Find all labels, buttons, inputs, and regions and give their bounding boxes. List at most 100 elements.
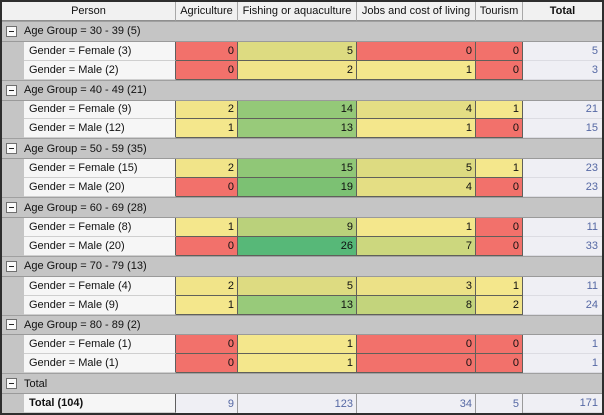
heat-cell[interactable]: 7 xyxy=(357,236,476,256)
heat-cell[interactable]: 0 xyxy=(176,41,238,61)
minus-icon xyxy=(9,207,14,209)
minus-icon xyxy=(9,30,14,32)
heat-cell[interactable]: 0 xyxy=(476,178,523,198)
heat-cell[interactable]: 1 xyxy=(238,335,357,355)
heat-cell[interactable]: 13 xyxy=(238,295,357,315)
grand-total-cell: 34 xyxy=(357,394,476,414)
heat-cell[interactable]: 4 xyxy=(357,100,476,120)
heat-cell[interactable]: 5 xyxy=(357,159,476,179)
heat-cell[interactable]: 1 xyxy=(476,276,523,296)
heat-cell[interactable]: 26 xyxy=(238,236,357,256)
grand-total-cell: 9 xyxy=(176,394,238,414)
row-label[interactable]: Gender = Male (1) xyxy=(24,354,176,374)
row-indent xyxy=(2,41,24,61)
row-label[interactable]: Gender = Female (8) xyxy=(24,217,176,237)
heat-cell[interactable]: 1 xyxy=(357,119,476,139)
heat-cell[interactable]: 0 xyxy=(176,335,238,355)
group-label: Age Group = 70 - 79 (13) xyxy=(24,260,147,273)
table-row: Gender = Male (12) 1 13 1 0 15 xyxy=(2,119,602,139)
heat-cell[interactable]: 15 xyxy=(238,159,357,179)
row-label[interactable]: Gender = Male (2) xyxy=(24,60,176,80)
minus-icon xyxy=(9,324,14,326)
heat-cell[interactable]: 2 xyxy=(238,60,357,80)
row-indent xyxy=(2,335,24,355)
collapse-button[interactable] xyxy=(6,25,17,37)
row-indent xyxy=(2,100,24,120)
heat-cell[interactable]: 5 xyxy=(238,276,357,296)
row-label[interactable]: Gender = Female (1) xyxy=(24,335,176,355)
group-label: Age Group = 40 - 49 (21) xyxy=(24,84,147,97)
row-label[interactable]: Gender = Female (4) xyxy=(24,276,176,296)
row-label[interactable]: Gender = Female (15) xyxy=(24,159,176,179)
heat-cell[interactable]: 1 xyxy=(176,119,238,139)
heat-cell[interactable]: 4 xyxy=(357,178,476,198)
collapse-button[interactable] xyxy=(6,378,17,390)
collapse-button[interactable] xyxy=(6,202,17,214)
grand-total-sum-cell: 171 xyxy=(523,394,602,414)
column-header-agriculture[interactable]: Agriculture xyxy=(176,2,238,21)
row-total-cell: 21 xyxy=(523,100,602,120)
heat-cell[interactable]: 0 xyxy=(476,119,523,139)
heat-cell[interactable]: 0 xyxy=(476,236,523,256)
group-label: Age Group = 60 - 69 (28) xyxy=(24,201,147,214)
collapse-button[interactable] xyxy=(6,84,17,96)
heat-cell[interactable]: 14 xyxy=(238,100,357,120)
heat-cell[interactable]: 2 xyxy=(476,295,523,315)
group-label: Total xyxy=(24,377,48,390)
collapse-button[interactable] xyxy=(6,319,17,331)
heat-cell[interactable]: 0 xyxy=(357,41,476,61)
heat-cell[interactable]: 1 xyxy=(476,159,523,179)
table-row: Gender = Female (8) 1 9 1 0 11 xyxy=(2,217,602,237)
column-header-jobs[interactable]: Jobs and cost of living xyxy=(357,2,476,21)
heat-cell[interactable]: 2 xyxy=(176,159,238,179)
minus-icon xyxy=(9,383,14,385)
row-indent xyxy=(2,159,24,179)
heat-cell[interactable]: 5 xyxy=(238,41,357,61)
group-row: Age Group = 30 - 39 (5) xyxy=(2,20,602,42)
table-row: Gender = Male (2) 0 2 1 0 3 xyxy=(2,60,602,80)
heat-cell[interactable]: 0 xyxy=(476,60,523,80)
heat-cell[interactable]: 1 xyxy=(176,217,238,237)
heat-cell[interactable]: 1 xyxy=(357,60,476,80)
heat-cell[interactable]: 2 xyxy=(176,100,238,120)
row-label[interactable]: Gender = Male (20) xyxy=(24,236,176,256)
column-header-total[interactable]: Total xyxy=(523,2,602,21)
heat-cell[interactable]: 0 xyxy=(176,354,238,374)
row-indent xyxy=(2,60,24,80)
heat-cell[interactable]: 0 xyxy=(476,41,523,61)
heat-cell[interactable]: 1 xyxy=(238,354,357,374)
heat-cell[interactable]: 3 xyxy=(357,276,476,296)
row-label[interactable]: Gender = Female (3) xyxy=(24,41,176,61)
row-label[interactable]: Gender = Male (9) xyxy=(24,295,176,315)
column-header-tourism[interactable]: Tourism xyxy=(476,2,523,21)
heat-cell[interactable]: 13 xyxy=(238,119,357,139)
row-label[interactable]: Gender = Male (12) xyxy=(24,119,176,139)
heat-cell[interactable]: 0 xyxy=(176,236,238,256)
heat-cell[interactable]: 8 xyxy=(357,295,476,315)
heat-cell[interactable]: 0 xyxy=(476,335,523,355)
heat-cell[interactable]: 9 xyxy=(238,217,357,237)
heat-cell[interactable]: 0 xyxy=(357,354,476,374)
collapse-button[interactable] xyxy=(6,143,17,155)
heat-cell[interactable]: 1 xyxy=(357,217,476,237)
row-label[interactable]: Gender = Female (9) xyxy=(24,100,176,120)
heat-cell[interactable]: 0 xyxy=(176,178,238,198)
heat-cell[interactable]: 19 xyxy=(238,178,357,198)
row-indent xyxy=(2,276,24,296)
row-indent xyxy=(2,178,24,198)
heat-cell[interactable]: 2 xyxy=(176,276,238,296)
group-row: Age Group = 40 - 49 (21) xyxy=(2,79,602,101)
column-header-person[interactable]: Person xyxy=(2,2,176,21)
collapse-button[interactable] xyxy=(6,260,17,272)
heat-cell[interactable]: 1 xyxy=(476,100,523,120)
table-row: Gender = Male (20) 0 26 7 0 33 xyxy=(2,236,602,256)
heat-cell[interactable]: 0 xyxy=(176,60,238,80)
heat-cell[interactable]: 0 xyxy=(476,354,523,374)
column-header-fishing[interactable]: Fishing or aquaculture xyxy=(238,2,357,21)
heat-cell[interactable]: 0 xyxy=(476,217,523,237)
heat-cell[interactable]: 0 xyxy=(357,335,476,355)
row-label[interactable]: Gender = Male (20) xyxy=(24,178,176,198)
table-row: Gender = Female (9) 2 14 4 1 21 xyxy=(2,100,602,120)
group-row: Age Group = 50 - 59 (35) xyxy=(2,138,602,160)
heat-cell[interactable]: 1 xyxy=(176,295,238,315)
